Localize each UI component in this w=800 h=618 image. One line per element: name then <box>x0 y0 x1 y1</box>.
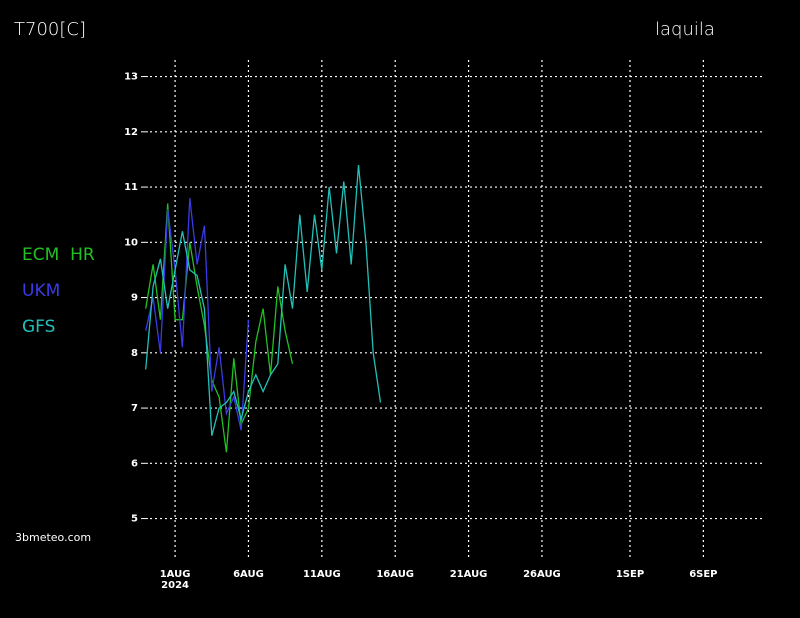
y-tick-label: 12 <box>124 127 138 138</box>
year-label: 2024 <box>161 580 189 591</box>
x-tick-label: 26AUG <box>523 569 561 580</box>
y-tick-label: 8 <box>131 348 138 359</box>
legend-entry: ECM HR <box>22 245 95 265</box>
y-tick-label: 6 <box>131 458 138 469</box>
legend-entry: UKM <box>22 281 60 301</box>
y-tick-label: 7 <box>131 403 138 414</box>
legend-entry: GFS <box>22 317 55 337</box>
y-tick-label: 13 <box>124 72 138 83</box>
y-tick-label: 5 <box>131 514 138 525</box>
x-tick-label: 6SEP <box>689 569 717 580</box>
x-tick-label: 11AUG <box>303 569 341 580</box>
series-line <box>145 198 250 431</box>
x-tick-label: 1SEP <box>616 569 644 580</box>
x-tick-label: 21AUG <box>450 569 488 580</box>
y-tick-label: 10 <box>124 237 138 248</box>
credit: 3bmeteo.com <box>15 531 91 544</box>
x-tick-label: 1AUG <box>160 569 191 580</box>
x-tick-label: 6AUG <box>233 569 264 580</box>
series-line <box>145 203 294 453</box>
location: laquila <box>655 19 715 40</box>
y-tick-label: 11 <box>124 182 138 193</box>
y-tick-label: 9 <box>131 293 138 304</box>
x-tick-label: 16AUG <box>376 569 414 580</box>
chart-title: T700[C] <box>14 19 86 40</box>
series-line <box>145 164 382 436</box>
